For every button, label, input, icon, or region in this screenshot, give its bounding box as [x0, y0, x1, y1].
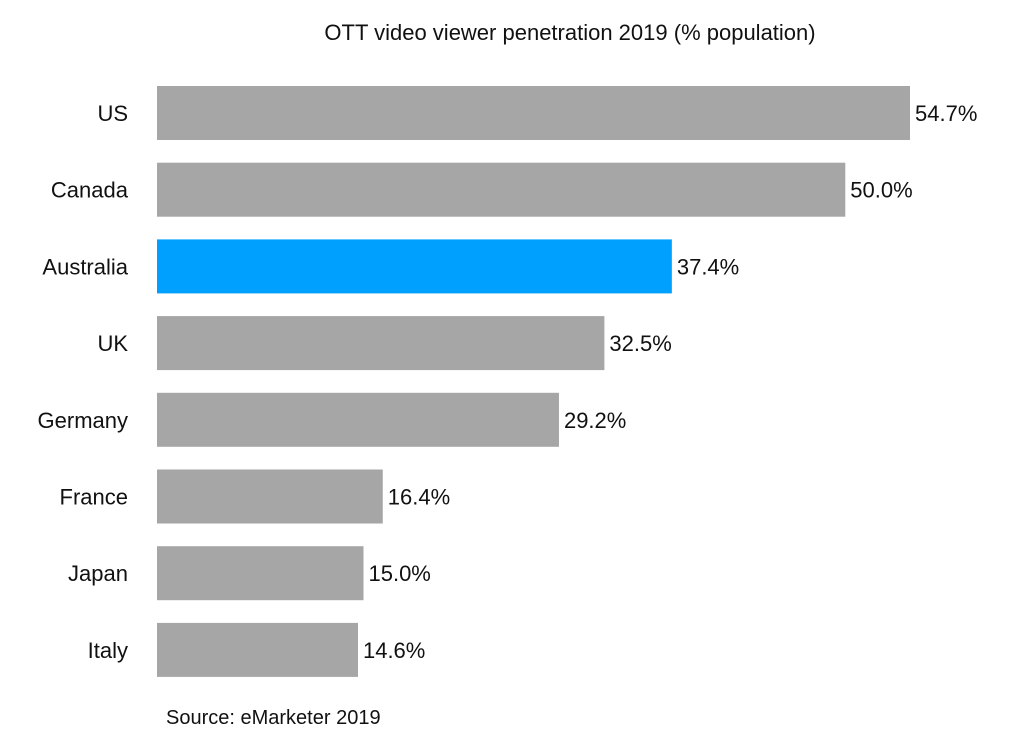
data-label: 54.7%	[915, 101, 977, 126]
chart-title: OTT video viewer penetration 2019 (% pop…	[324, 20, 816, 45]
bar-france	[157, 469, 383, 524]
category-label: Germany	[38, 408, 128, 433]
data-label: 16.4%	[388, 485, 450, 510]
category-label: Australia	[42, 254, 128, 279]
bar-us	[157, 86, 910, 140]
data-label: 37.4%	[677, 254, 739, 279]
bar-australia	[157, 239, 672, 294]
data-label: 15.0%	[368, 561, 430, 586]
category-label: Japan	[68, 561, 128, 586]
data-label: 14.6%	[363, 638, 425, 663]
bar-canada	[157, 162, 846, 217]
bar-uk	[157, 316, 605, 371]
category-label: France	[60, 485, 128, 510]
bar-japan	[157, 546, 364, 601]
bar-italy	[157, 622, 358, 677]
data-label: 50.0%	[850, 178, 912, 203]
category-label: US	[97, 101, 128, 126]
category-label: UK	[97, 331, 128, 356]
data-label: 29.2%	[564, 408, 626, 433]
bar-germany	[157, 392, 559, 447]
category-label: Canada	[51, 178, 129, 203]
source-note: Source: eMarketer 2019	[166, 707, 381, 729]
data-label: 32.5%	[609, 331, 671, 356]
category-label: Italy	[88, 638, 128, 663]
